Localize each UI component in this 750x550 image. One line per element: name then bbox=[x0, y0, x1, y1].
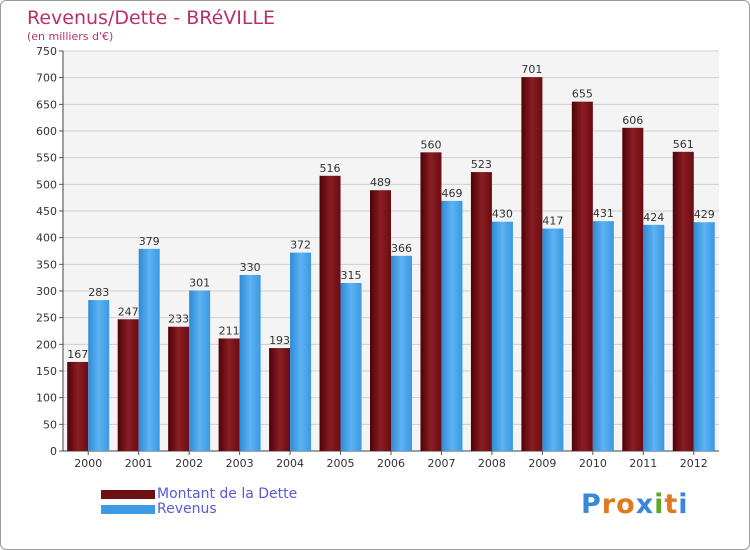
bar-revenus bbox=[239, 275, 261, 451]
data-label-revenus: 315 bbox=[341, 269, 362, 282]
bar-dette bbox=[420, 152, 442, 452]
legend-swatch-dette bbox=[101, 490, 155, 499]
bar-revenus bbox=[391, 255, 412, 451]
data-label-revenus: 372 bbox=[290, 239, 311, 252]
bar-dette bbox=[117, 319, 139, 451]
legend-label-dette: Montant de la Dette bbox=[157, 486, 298, 502]
x-tick-label: 2003 bbox=[226, 457, 254, 470]
y-tick-label: 250 bbox=[36, 312, 57, 325]
bar-dette bbox=[622, 127, 644, 452]
y-tick-label: 750 bbox=[36, 45, 57, 58]
y-tick-label: 300 bbox=[36, 285, 57, 298]
bar-dette bbox=[218, 338, 240, 451]
x-tick-label: 2007 bbox=[427, 457, 455, 470]
y-tick-label: 400 bbox=[36, 232, 57, 245]
bar-revenus bbox=[290, 252, 312, 451]
data-label-revenus: 283 bbox=[88, 286, 109, 299]
x-tick-label: 2000 bbox=[74, 457, 102, 470]
data-label-revenus: 430 bbox=[492, 208, 513, 221]
y-tick-label: 450 bbox=[36, 205, 57, 218]
data-label-revenus: 417 bbox=[542, 215, 563, 228]
data-label-dette: 167 bbox=[67, 348, 88, 361]
y-tick-label: 550 bbox=[36, 152, 57, 165]
bar-dette bbox=[67, 361, 89, 451]
bar-dette bbox=[319, 175, 341, 452]
x-tick-label: 2009 bbox=[528, 457, 556, 470]
y-tick-label: 200 bbox=[36, 338, 57, 351]
x-tick-label: 2002 bbox=[175, 457, 203, 470]
data-label-revenus: 469 bbox=[441, 187, 462, 200]
bar-revenus bbox=[491, 221, 513, 451]
y-tick-label: 50 bbox=[43, 418, 57, 431]
data-label-revenus: 366 bbox=[391, 242, 412, 255]
data-label-dette: 516 bbox=[320, 162, 341, 175]
bar-revenus bbox=[340, 283, 362, 451]
bar-dette bbox=[571, 101, 593, 452]
proxiti-logo: Proxiti bbox=[581, 489, 689, 520]
y-tick-label: 150 bbox=[36, 365, 57, 378]
chart-title: Revenus/Dette - BRéVILLE bbox=[27, 7, 276, 29]
data-label-revenus: 429 bbox=[694, 208, 715, 221]
data-label-revenus: 431 bbox=[593, 207, 614, 220]
data-label-dette: 247 bbox=[118, 305, 139, 318]
bar-dette bbox=[370, 190, 391, 451]
x-tick-label: 2004 bbox=[276, 457, 304, 470]
x-tick-label: 2010 bbox=[579, 457, 607, 470]
data-label-revenus: 301 bbox=[189, 276, 210, 289]
y-tick-label: 500 bbox=[36, 178, 57, 191]
y-tick-label: 650 bbox=[36, 98, 57, 111]
x-tick-label: 2006 bbox=[377, 457, 405, 470]
bar-dette bbox=[470, 172, 492, 452]
bar-revenus bbox=[189, 290, 211, 451]
data-label-dette: 701 bbox=[521, 63, 542, 76]
bar-dette bbox=[269, 348, 291, 451]
x-tick-label: 2008 bbox=[478, 457, 506, 470]
y-tick-label: 350 bbox=[36, 258, 57, 271]
legend-label-revenus: Revenus bbox=[157, 501, 217, 517]
bar-revenus bbox=[643, 224, 665, 451]
x-tick-label: 2001 bbox=[125, 457, 153, 470]
data-label-revenus: 424 bbox=[643, 211, 664, 224]
data-label-dette: 560 bbox=[420, 138, 441, 151]
data-label-dette: 523 bbox=[471, 158, 492, 171]
data-label-dette: 193 bbox=[269, 334, 290, 347]
bar-revenus bbox=[88, 300, 110, 451]
bar-revenus bbox=[592, 221, 614, 451]
y-tick-label: 600 bbox=[36, 125, 57, 138]
data-label-dette: 561 bbox=[673, 138, 694, 151]
bar-revenus bbox=[138, 248, 160, 451]
chart-subtitle: (en milliers d'€) bbox=[27, 30, 114, 43]
x-tick-label: 2005 bbox=[327, 457, 355, 470]
data-label-dette: 489 bbox=[370, 176, 391, 189]
data-label-revenus: 379 bbox=[139, 235, 160, 248]
bar-revenus bbox=[542, 228, 564, 451]
data-label-dette: 233 bbox=[168, 313, 189, 326]
data-label-dette: 606 bbox=[622, 114, 643, 127]
legend-swatch-revenus bbox=[101, 505, 155, 514]
bar-revenus bbox=[693, 222, 715, 451]
x-tick-label: 2011 bbox=[629, 457, 657, 470]
y-tick-label: 0 bbox=[50, 445, 57, 458]
bar-dette bbox=[168, 326, 190, 451]
data-label-revenus: 330 bbox=[240, 261, 261, 274]
bar-revenus bbox=[441, 200, 463, 451]
x-tick-label: 2012 bbox=[680, 457, 708, 470]
y-tick-label: 700 bbox=[36, 72, 57, 85]
y-tick-label: 100 bbox=[36, 392, 57, 405]
data-label-dette: 211 bbox=[219, 324, 240, 337]
bar-dette bbox=[521, 77, 543, 451]
bar-dette bbox=[672, 151, 694, 452]
data-label-dette: 655 bbox=[572, 88, 593, 101]
